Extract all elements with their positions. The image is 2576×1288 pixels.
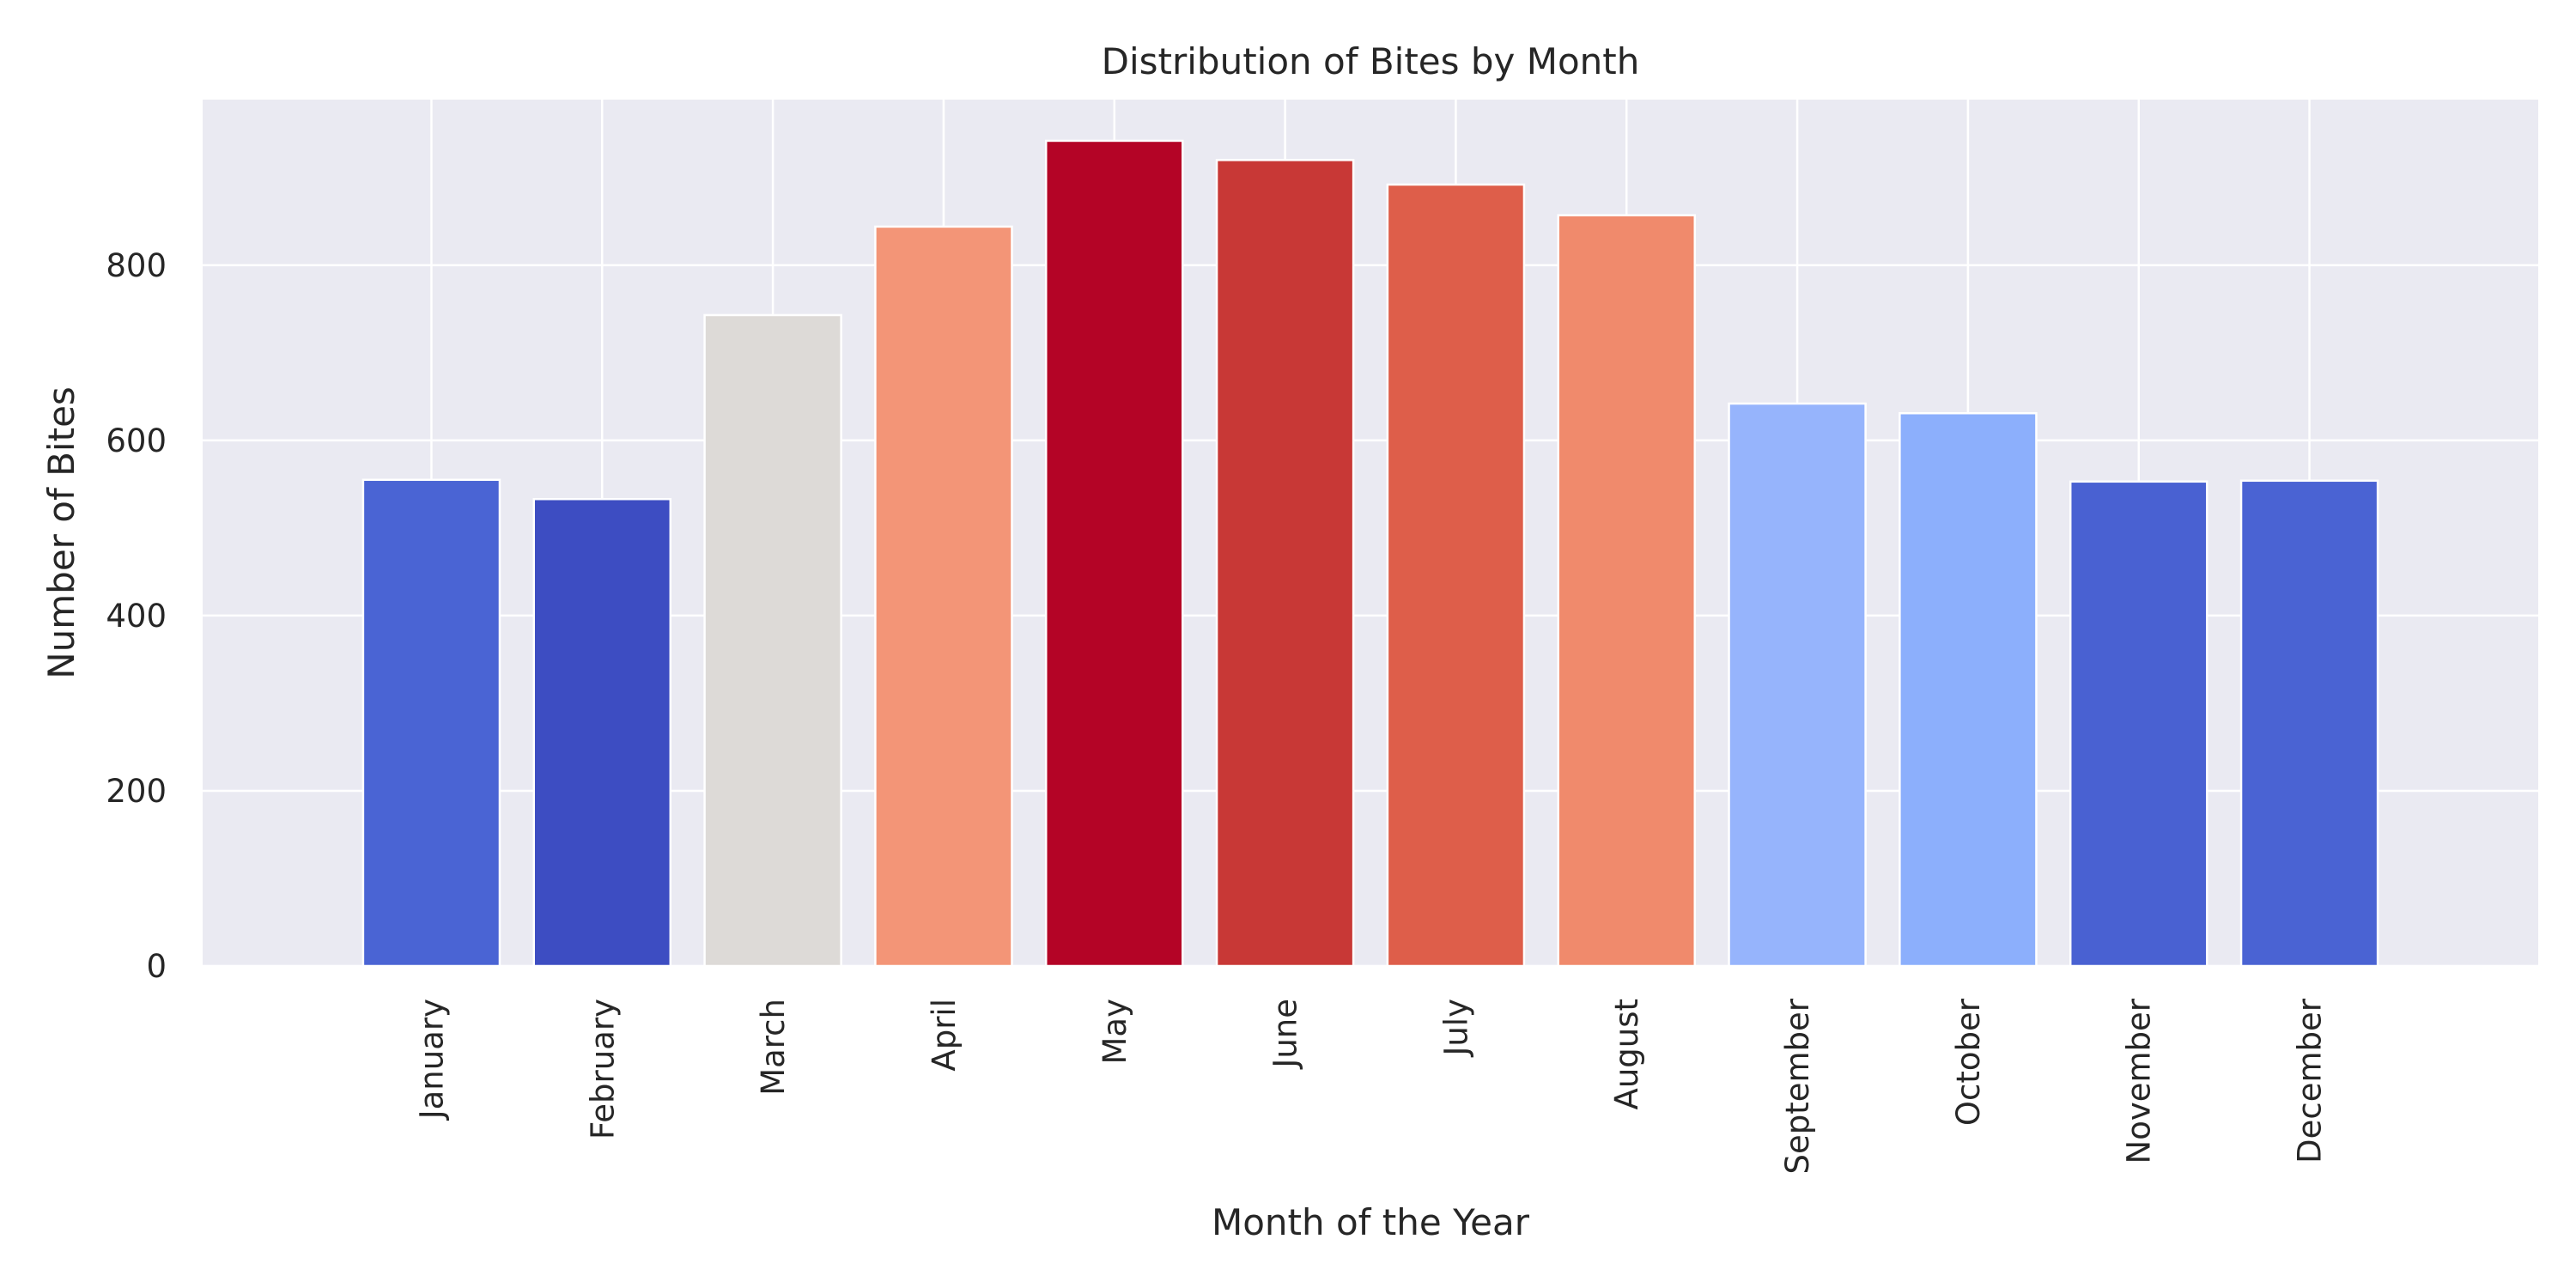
x-tick-label: June <box>1267 999 1304 1070</box>
bar-october <box>1899 411 2038 968</box>
bar-february <box>532 497 672 968</box>
x-tick-label: August <box>1608 999 1645 1109</box>
x-tick-label: February <box>584 999 621 1139</box>
x-tick-label: October <box>1950 998 1987 1126</box>
y-tick-label: 0 <box>146 948 167 985</box>
bar-november <box>2069 480 2208 968</box>
x-axis-label: Month of the Year <box>1212 1201 1530 1243</box>
y-tick-label: 800 <box>106 247 167 284</box>
bar-may <box>1044 139 1184 968</box>
bar-july <box>1386 183 1526 968</box>
bar-january <box>361 478 501 968</box>
x-tick-label: April <box>926 999 963 1072</box>
chart-title: Distribution of Bites by Month <box>1102 40 1640 82</box>
y-axis-label: Number of Bites <box>40 386 82 679</box>
y-tick-label: 400 <box>106 598 167 635</box>
y-tick-label: 600 <box>106 422 167 459</box>
x-tick-label: March <box>755 999 792 1096</box>
x-axis-ticks: January February March April May June July Augu… <box>413 998 2328 1174</box>
bar-april <box>874 225 1013 968</box>
bar-august <box>1557 214 1697 968</box>
bar-march <box>703 313 842 968</box>
x-tick-label: November <box>2121 998 2158 1163</box>
bars <box>361 139 2379 968</box>
x-tick-label: December <box>2292 998 2329 1163</box>
x-tick-label: January <box>413 999 450 1121</box>
y-tick-label: 200 <box>106 773 167 810</box>
y-axis-ticks: 0 200 400 600 800 <box>106 247 167 985</box>
x-tick-label: July <box>1437 999 1474 1058</box>
bar-june <box>1215 159 1355 968</box>
bar-december <box>2239 479 2379 968</box>
bar-september <box>1728 402 1867 968</box>
x-tick-label: September <box>1779 998 1816 1174</box>
x-tick-label: May <box>1097 999 1133 1065</box>
